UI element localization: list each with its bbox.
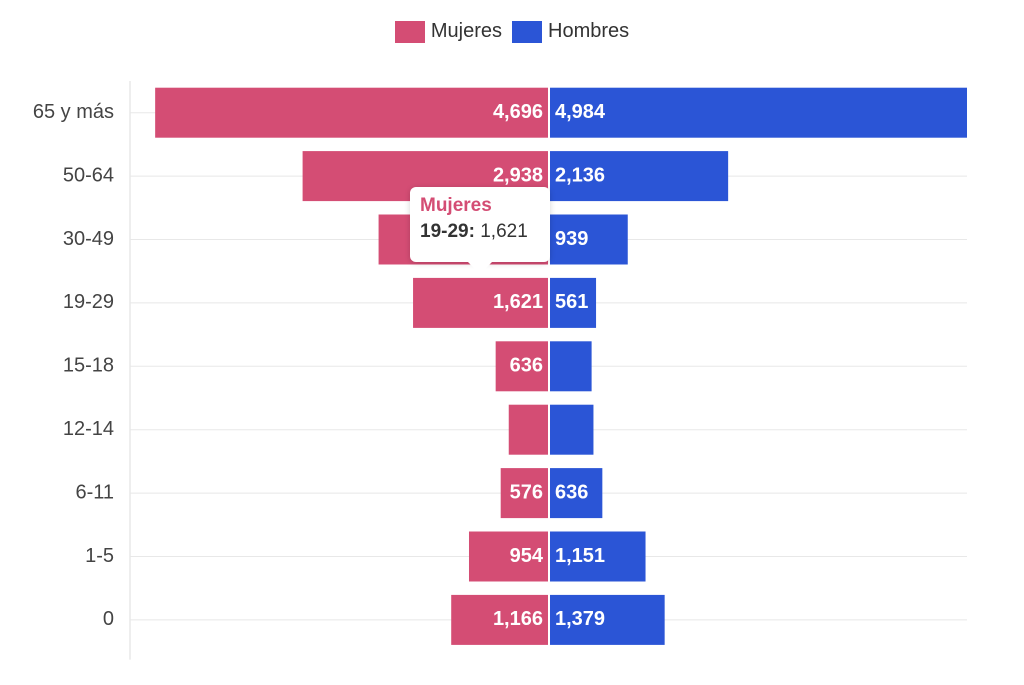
data-label-hombres-65-y-m-s: 4,984 (555, 101, 606, 123)
bar-mujeres-0[interactable] (451, 594, 549, 645)
bar-mujeres-65-y-m-s[interactable] (155, 87, 549, 138)
legend-label-hombres: Hombres (548, 20, 630, 42)
category-tick-30-49: 30-49 (63, 228, 114, 250)
category-tick-15-18: 15-18 (63, 355, 114, 377)
bar-mujeres-19-29[interactable] (413, 277, 549, 328)
bar-hombres-30-49[interactable] (549, 214, 628, 265)
bar-hombres-6-11[interactable] (549, 468, 603, 519)
bar-hombres-15-18[interactable] (549, 341, 592, 392)
data-label-mujeres-50-64: 2,938 (493, 164, 543, 186)
data-label-hombres-6-11: 636 (555, 481, 588, 503)
data-label-mujeres-19-29: 1,621 (493, 291, 543, 313)
data-label-mujeres-0: 1,166 (493, 608, 543, 630)
bar-hombres-0[interactable] (549, 594, 665, 645)
tooltip-line: 19-29: 1,621 (420, 221, 540, 243)
bar-hombres-19-29[interactable] (549, 277, 597, 328)
data-label-mujeres-65-y-m-s: 4,696 (493, 101, 543, 123)
data-label-hombres-1-5: 1,151 (555, 545, 605, 567)
data-labels: 4,696 2,938 1,621 636 576 954 1,166 4,984 2,136 9… (493, 101, 606, 630)
tooltip-series-name: Mujeres (420, 195, 492, 216)
bars (155, 87, 967, 646)
category-tick-6-11: 6-11 (75, 481, 114, 503)
bar-mujeres-15-18[interactable] (495, 341, 549, 392)
category-tick-12-14: 12-14 (63, 418, 114, 440)
bar-hombres-50-64[interactable] (549, 151, 729, 202)
bar-mujeres-12-14[interactable] (508, 404, 549, 455)
category-tick-50-64: 50-64 (63, 164, 114, 186)
category-tick-65-y-m-s: 65 y más (33, 101, 114, 123)
data-label-mujeres-1-5: 954 (510, 545, 544, 567)
legend-item-mujeres[interactable]: Mujeres (394, 20, 502, 43)
tooltip-separator: : (468, 221, 475, 242)
data-label-mujeres-15-18: 636 (510, 355, 543, 377)
category-tick-19-29: 19-29 (63, 291, 114, 313)
bar-mujeres-1-5[interactable] (468, 531, 549, 582)
category-tick-1-5: 1-5 (85, 545, 114, 567)
tooltip-category: 19-29 (420, 221, 469, 242)
data-label-hombres-0: 1,379 (555, 608, 605, 630)
data-label-hombres-19-29: 561 (555, 291, 588, 313)
bar-mujeres-6-11[interactable] (500, 468, 549, 519)
bar-hombres-1-5[interactable] (549, 531, 646, 582)
category-tick-0: 0 (103, 608, 114, 630)
legend-label-mujeres: Mujeres (430, 20, 502, 42)
data-label-mujeres-6-11: 576 (510, 481, 543, 503)
bar-hombres-12-14[interactable] (549, 404, 594, 455)
legend-swatch-hombres (512, 20, 542, 43)
category-axis: 65 y más 50-64 30-49 19-29 15-18 12-14 6-11 1-5… (33, 101, 114, 630)
tooltip: Mujeres 19-29: 1,621 (410, 187, 550, 274)
data-label-hombres-50-64: 2,136 (555, 164, 605, 186)
legend: Mujeres Hombres (0, 20, 1024, 43)
data-label-hombres-30-49: 939 (555, 228, 588, 250)
tooltip-value: 1,621 (480, 221, 528, 242)
legend-item-hombres[interactable]: Hombres (512, 20, 629, 43)
bar-hombres-65-y-m-s[interactable] (549, 87, 967, 138)
legend-swatch-mujeres (394, 20, 425, 43)
